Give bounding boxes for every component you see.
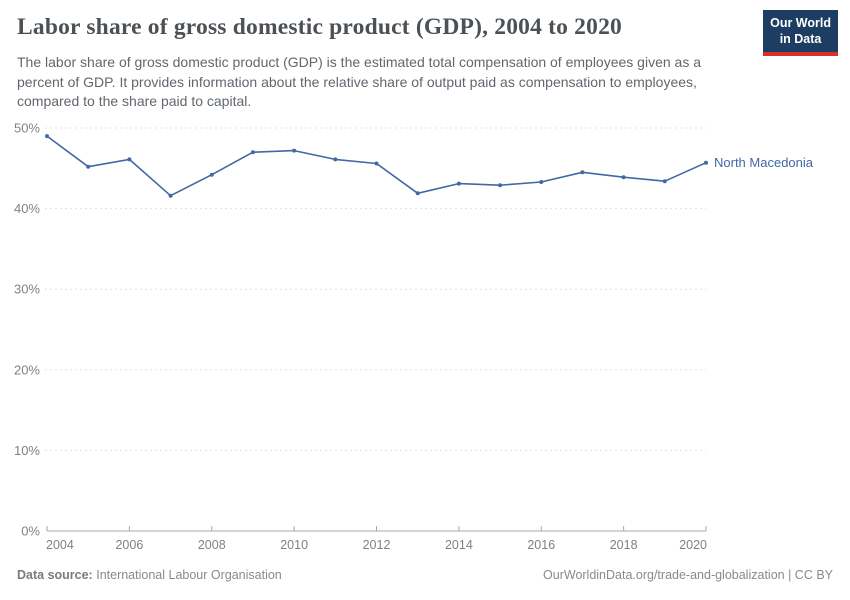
data-point[interactable]: [456, 181, 461, 186]
data-point[interactable]: [127, 157, 132, 162]
data-point[interactable]: [168, 193, 173, 198]
data-point[interactable]: [333, 157, 338, 162]
data-point[interactable]: [662, 179, 667, 184]
owid-logo-line2: in Data: [779, 31, 822, 46]
data-point[interactable]: [704, 160, 708, 165]
data-point[interactable]: [621, 175, 626, 180]
data-point[interactable]: [374, 161, 379, 166]
data-point[interactable]: [45, 134, 49, 139]
chart-footer: Data source: International Labour Organi…: [17, 568, 833, 582]
data-point[interactable]: [498, 183, 503, 188]
data-point[interactable]: [86, 164, 91, 169]
data-point[interactable]: [250, 150, 255, 155]
entity-label[interactable]: North Macedonia: [714, 155, 814, 170]
data-source-label: Data source:: [17, 568, 93, 582]
x-tick-label: 2008: [198, 538, 226, 552]
x-tick-label: 2004: [46, 538, 74, 552]
chart-subtitle: The labor share of gross domestic produc…: [17, 54, 702, 110]
x-tick-label: 2010: [280, 538, 308, 552]
y-tick-label: 10%: [14, 443, 40, 458]
data-source-value: International Labour Organisation: [96, 568, 282, 582]
x-tick-label: 2020: [679, 538, 707, 552]
y-tick-label: 0%: [21, 524, 40, 539]
x-tick-label: 2014: [445, 538, 473, 552]
y-tick-label: 50%: [14, 121, 40, 136]
x-tick-label: 2016: [527, 538, 555, 552]
x-tick-label: 2018: [610, 538, 638, 552]
x-tick-label: 2012: [363, 538, 391, 552]
owid-logo[interactable]: Our World in Data: [763, 10, 838, 57]
y-tick-label: 30%: [14, 282, 40, 297]
chart-canvas[interactable]: 0% 10% 20% 30% 40% 50% 2004 2006 2008 2010 2012 201…: [0, 115, 850, 565]
series-line[interactable]: [46, 135, 707, 197]
y-tick-label: 40%: [14, 201, 40, 216]
data-point[interactable]: [415, 191, 420, 196]
data-point[interactable]: [209, 172, 214, 177]
license-link[interactable]: OurWorldinData.org/trade-and-globalizati…: [543, 568, 833, 582]
data-point[interactable]: [292, 148, 297, 153]
data-point[interactable]: [580, 170, 585, 175]
page-title: Labor share of gross domestic product (G…: [17, 14, 622, 40]
x-tick-label: 2006: [115, 538, 143, 552]
data-source: Data source: International Labour Organi…: [17, 568, 282, 582]
y-tick-label: 20%: [14, 362, 40, 377]
owid-logo-line1: Our World: [770, 16, 831, 30]
data-point[interactable]: [539, 180, 544, 184]
